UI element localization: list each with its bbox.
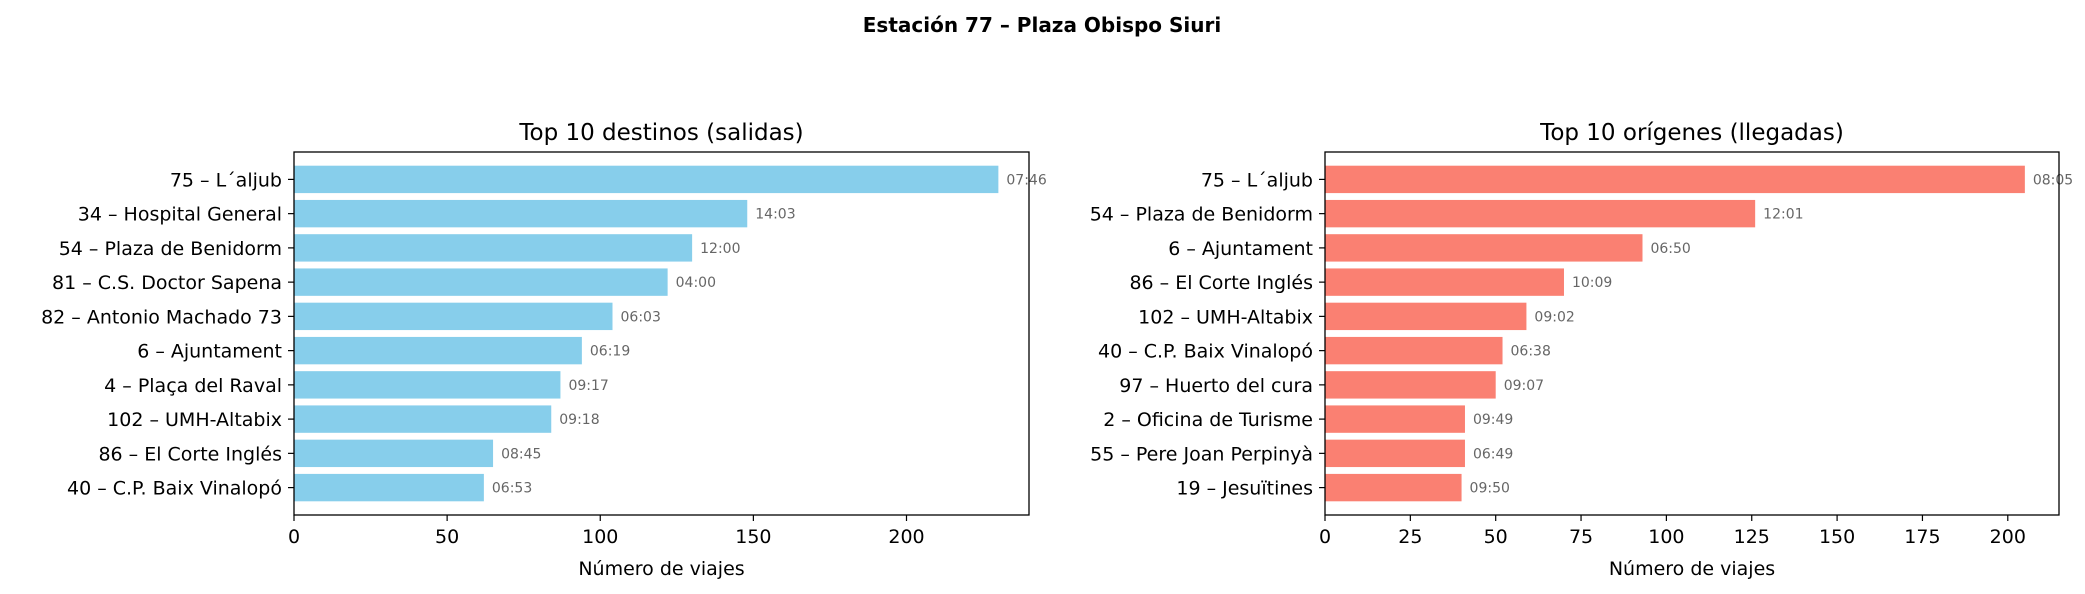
- bar-annotation: 10:09: [1572, 275, 1612, 291]
- y-tick-label: 2 – Oficina de Turisme: [1103, 409, 1313, 431]
- bar: [294, 371, 561, 399]
- bar: [294, 439, 494, 468]
- bar: [294, 336, 582, 365]
- x-tick-label: 0: [288, 526, 300, 548]
- y-tick-label: 102 – UMH-Altabix: [1138, 306, 1313, 328]
- bar: [294, 473, 484, 502]
- x-tick-label: 200: [888, 526, 924, 548]
- y-tick-label: 55 – Pere Joan Perpinyà: [1090, 443, 1313, 465]
- chart-title: Top 10 destinos (salidas): [518, 120, 803, 146]
- x-tick-label: 50: [1484, 526, 1508, 548]
- y-tick-label: 19 – Jesuïtines: [1176, 478, 1313, 500]
- y-tick-label: 86 – El Corte Inglés: [98, 443, 282, 465]
- bar-annotation: 06:50: [1650, 241, 1690, 257]
- x-tick-label: 150: [1819, 526, 1855, 548]
- y-tick-label: 6 – Ajuntament: [137, 341, 282, 363]
- bar-annotation: 12:00: [700, 241, 740, 257]
- bar: [294, 405, 552, 433]
- bar-annotation: 06:03: [621, 309, 661, 325]
- x-tick-label: 0: [1319, 526, 1331, 548]
- x-tick-label: 100: [582, 526, 618, 548]
- y-tick-label: 102 – UMH-Altabix: [107, 409, 282, 431]
- axes-frame: [293, 151, 1030, 516]
- bar-annotation: 12:01: [1763, 207, 1803, 223]
- bar: [1325, 165, 2025, 194]
- bar: [294, 199, 748, 228]
- y-tick-label: 40 – C.P. Baix Vinalopó: [67, 478, 282, 500]
- bar-annotation: 04:00: [676, 275, 716, 291]
- y-tick-label: 75 – L´aljub: [170, 169, 282, 191]
- bar: [294, 234, 693, 262]
- bar: [1325, 336, 1503, 365]
- bar-annotation: 06:19: [590, 344, 630, 360]
- bar: [1325, 302, 1527, 331]
- bar: [1325, 473, 1462, 502]
- x-tick-label: 125: [1734, 526, 1770, 548]
- x-tick-label: 25: [1398, 526, 1422, 548]
- bar-annotation: 09:50: [1470, 481, 1510, 497]
- y-tick-label: 81 – C.S. Doctor Sapena: [52, 272, 282, 294]
- x-tick-label: 175: [1904, 526, 1940, 548]
- bar: [1325, 234, 1643, 262]
- bar-annotation: 07:46: [1006, 172, 1046, 188]
- y-tick-label: 34 – Hospital General: [78, 204, 282, 226]
- bar-annotation: 08:45: [501, 446, 541, 462]
- y-tick-label: 6 – Ajuntament: [1168, 238, 1313, 260]
- bar-annotation: 08:05: [2033, 172, 2073, 188]
- bar-annotation: 06:38: [1511, 344, 1551, 360]
- bar-annotation: 09:07: [1504, 378, 1544, 394]
- bar: [294, 165, 999, 194]
- bar: [1325, 199, 1756, 228]
- bar: [1325, 405, 1465, 433]
- x-axis-label: Número de viajes: [578, 558, 744, 580]
- bar-annotation: 09:49: [1473, 412, 1513, 428]
- bar: [294, 302, 613, 331]
- chart-panel-destinos: Top 10 destinos (salidas) 07:46 75 – L´alj…: [41, 120, 1047, 580]
- axes-frame: [1324, 151, 2060, 516]
- bar: [1325, 371, 1496, 399]
- y-tick-label: 82 – Antonio Machado 73: [41, 306, 282, 328]
- y-tick-label: 75 – L´aljub: [1201, 169, 1313, 191]
- x-tick-label: 100: [1648, 526, 1684, 548]
- y-tick-label: 97 – Huerto del cura: [1119, 375, 1313, 397]
- x-tick-label: 50: [435, 526, 459, 548]
- x-tick-label: 75: [1569, 526, 1593, 548]
- bar: [1325, 268, 1564, 296]
- bar: [1325, 439, 1465, 468]
- chart-panel-origenes: Top 10 orígenes (llegadas) 08:05 75 – L´al…: [1090, 120, 2074, 580]
- bar-annotation: 06:49: [1473, 446, 1513, 462]
- bar-annotation: 09:18: [559, 412, 599, 428]
- y-tick-label: 86 – El Corte Inglés: [1129, 272, 1313, 294]
- y-tick-label: 40 – C.P. Baix Vinalopó: [1098, 341, 1313, 363]
- y-tick-label: 4 – Plaça del Raval: [104, 375, 282, 397]
- x-axis-label: Número de viajes: [1609, 558, 1775, 580]
- bar-annotation: 09:17: [568, 378, 608, 394]
- bar: [294, 268, 668, 296]
- bar-annotation: 14:03: [755, 207, 795, 223]
- figure-suptitle: Estación 77 – Plaza Obispo Siuri: [863, 13, 1221, 37]
- y-tick-label: 54 – Plaza de Benidorm: [59, 238, 282, 260]
- bar-annotation: 06:53: [492, 481, 532, 497]
- chart-title: Top 10 orígenes (llegadas): [1539, 120, 1844, 146]
- y-tick-label: 54 – Plaza de Benidorm: [1090, 204, 1313, 226]
- x-tick-label: 200: [1990, 526, 2026, 548]
- bar-annotation: 09:02: [1534, 309, 1574, 325]
- x-tick-label: 150: [735, 526, 771, 548]
